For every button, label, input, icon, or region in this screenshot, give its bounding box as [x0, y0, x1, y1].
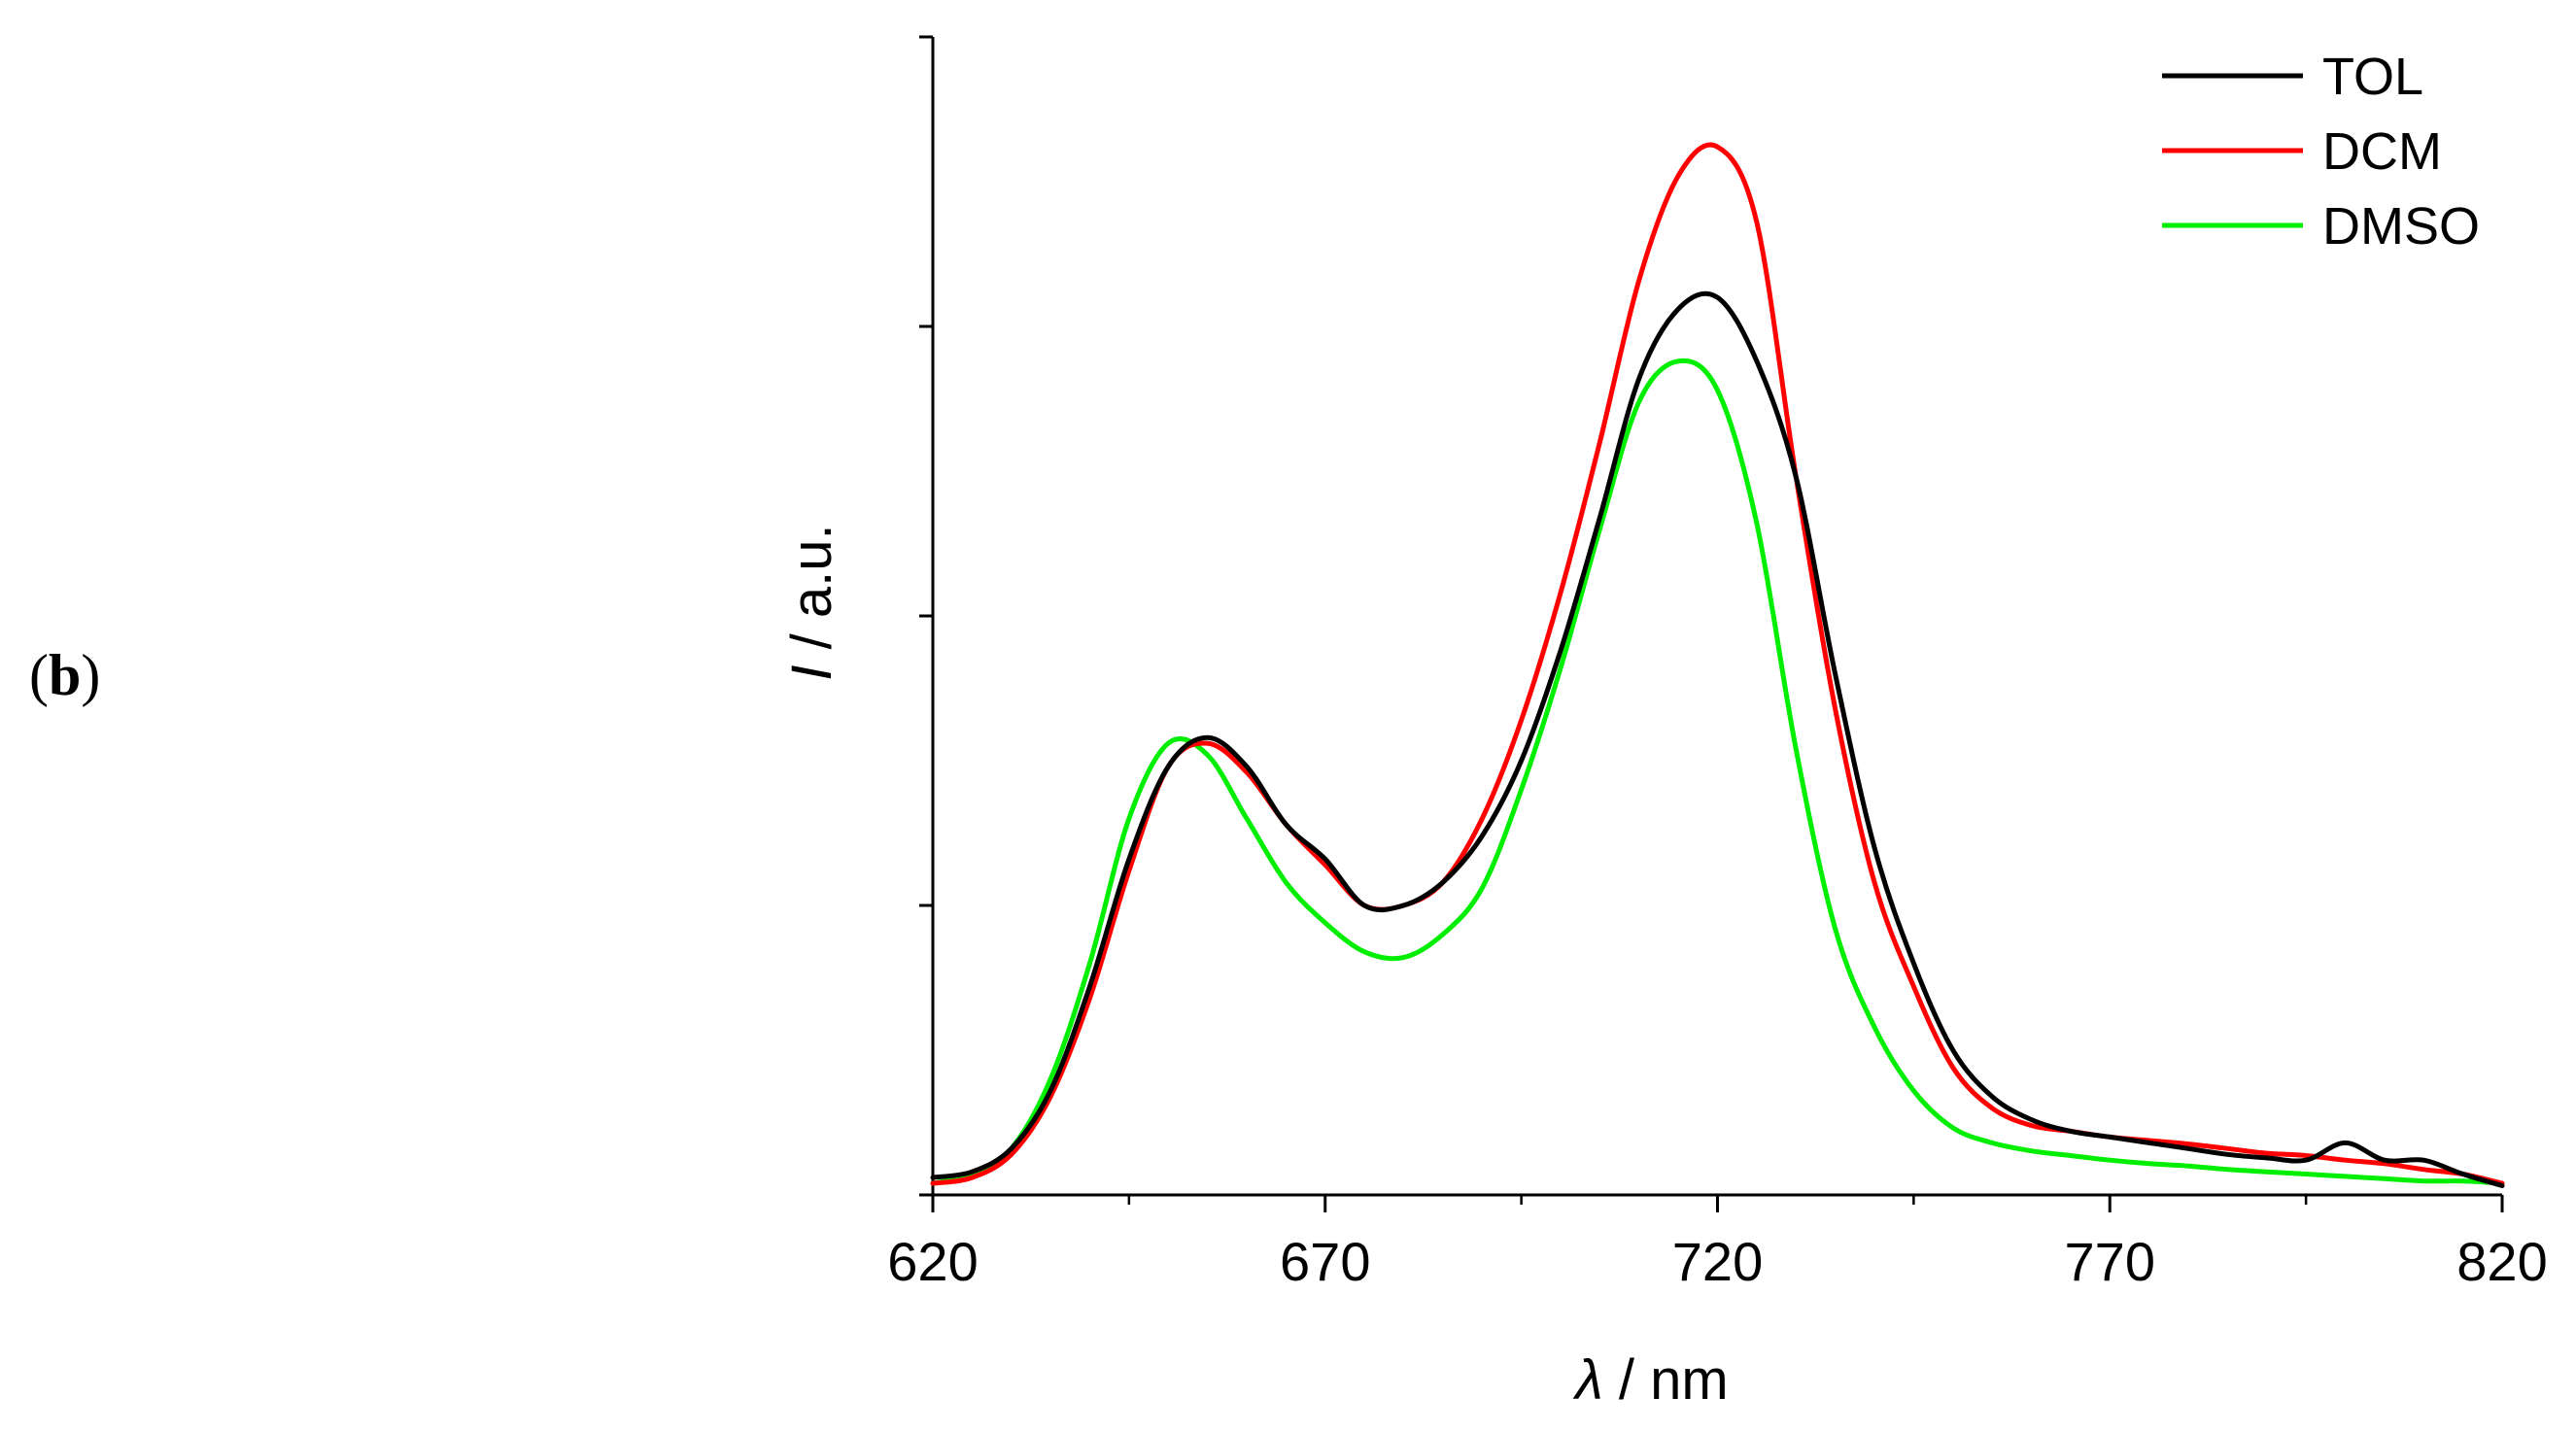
y-axis-label: I / a.u.	[780, 524, 843, 680]
legend-label-dmso: DMSO	[2322, 197, 2480, 256]
x-axis-label: λ / nm	[1572, 1348, 1728, 1412]
y-axis-label-symbol: I	[780, 664, 843, 680]
panel-label: (b)	[29, 643, 100, 707]
x-axis-label-symbol: λ	[1572, 1348, 1603, 1412]
panel-label-letter: b	[49, 643, 81, 707]
series-line-tol	[930, 290, 2505, 1188]
y-axis-label-unit: / a.u.	[780, 524, 843, 664]
legend-label-dcm: DCM	[2322, 122, 2442, 181]
x-axis-label-unit: / nm	[1603, 1348, 1729, 1412]
x-tick-label: 620	[887, 1231, 978, 1292]
series-line-dcm	[930, 142, 2505, 1186]
x-tick-label: 770	[2065, 1231, 2155, 1292]
plot-area: 620 670 720 770 820	[887, 35, 2548, 1292]
x-tick-label: 670	[1280, 1231, 1370, 1292]
legend-label-tol: TOL	[2322, 48, 2423, 106]
series-line-dmso	[930, 358, 2505, 1186]
panel-label-close: )	[81, 643, 100, 707]
panel-label-open: (	[29, 643, 49, 707]
x-tick-label: 820	[2456, 1231, 2547, 1292]
legend: TOL DCM DMSO	[2162, 48, 2480, 256]
x-tick-label: 720	[1672, 1231, 1763, 1292]
